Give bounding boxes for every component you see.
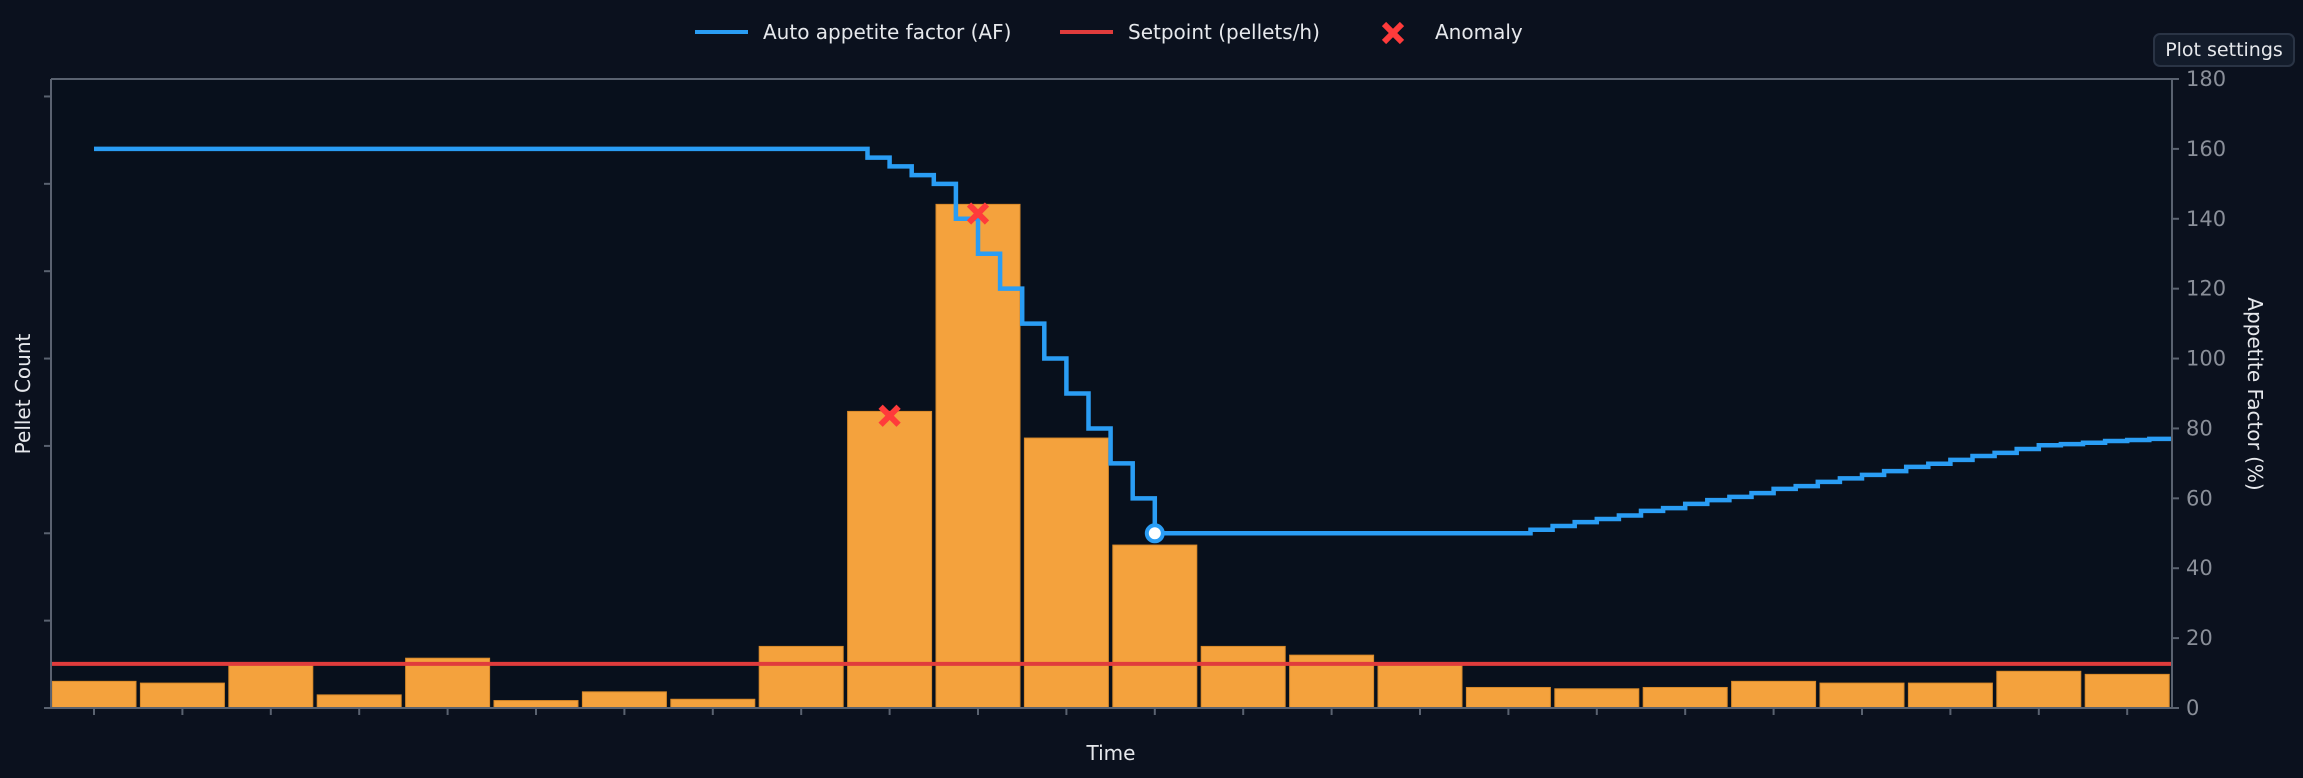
right-axis-label: Appetite Factor (%) [2243,297,2267,490]
bar [758,645,844,709]
x-stroke [878,404,901,427]
x-stroke [966,202,990,225]
left-axis-label: Pellet Count [11,334,35,455]
bar [581,691,667,709]
current-af-point [1144,523,1165,544]
right-tick-label: 40 [2186,556,2213,580]
bar [1731,680,1817,709]
bar [1112,544,1198,709]
bar [493,700,579,709]
bar [316,694,402,709]
bar [1554,688,1640,709]
bar [1465,686,1551,709]
bar [1996,670,2082,709]
legend-anomaly-marker [1381,21,1405,45]
plot-area [51,79,2172,708]
bars-layer [51,203,2170,709]
bar [1907,682,1993,709]
bar [228,663,314,709]
legend-anomaly-x-icon [1381,21,1405,45]
bar [2084,673,2170,709]
af-line-layer [94,146,2172,544]
right-tick-label: 140 [2186,207,2226,231]
right-tick-label: 20 [2186,626,2213,650]
legend-setpoint-label: Setpoint (pellets/h) [1128,20,1320,44]
right-tick-label: 80 [2186,416,2213,440]
axes-layer: 0 20 40 60 80 100 120 140 160 180 [44,67,2226,720]
right-tick-label: 160 [2186,137,2226,161]
right-tick-label: 60 [2186,486,2213,510]
legend-af-label: Auto appetite factor (AF) [763,20,1011,44]
markers-layer [878,202,990,427]
bar [1023,437,1109,709]
plot-settings-button[interactable]: Plot settings [2153,33,2295,67]
bar [1819,682,1905,709]
right-tick-label: 120 [2186,277,2226,301]
anomaly-marker [878,404,901,427]
bar [1642,686,1728,709]
bar [1377,663,1463,709]
bar [51,680,137,709]
bar [847,410,933,709]
bar [670,698,756,709]
x-stroke [1381,21,1405,45]
legend: Auto appetite factor (AF) Setpoint (pell… [695,20,1523,45]
bar [935,203,1021,709]
x-axis-label: Time [1086,741,1136,765]
anomaly-marker [966,202,990,225]
af-line [94,146,2172,536]
right-tick-label: 180 [2186,67,2226,91]
right-tick-label: 0 [2186,696,2199,720]
bar [139,682,225,709]
legend-anomaly-label: Anomaly [1435,20,1523,44]
right-tick-label: 100 [2186,347,2226,371]
bar [1200,645,1286,709]
